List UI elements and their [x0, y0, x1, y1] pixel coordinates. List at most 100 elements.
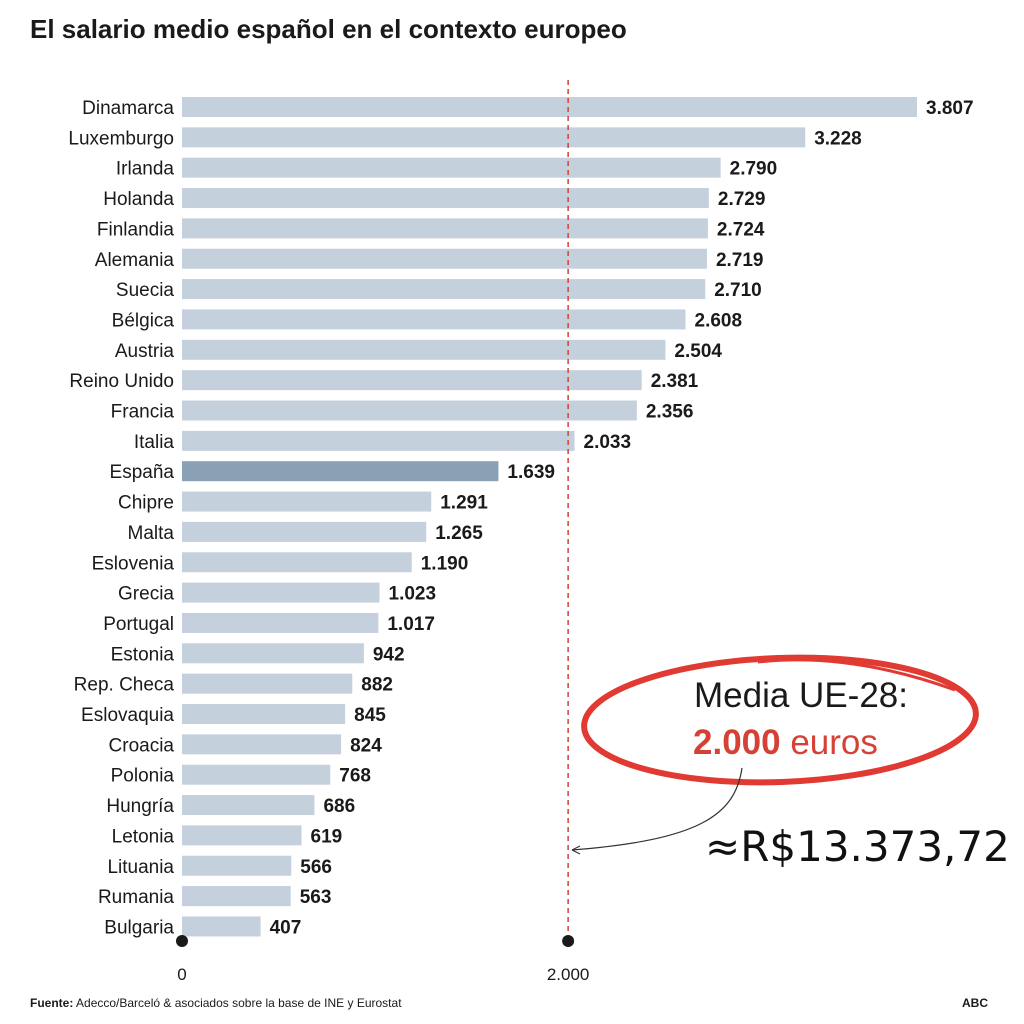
- value-label: 2.710: [714, 280, 762, 301]
- bar: [182, 97, 917, 117]
- value-label: 768: [339, 766, 371, 787]
- bar: [182, 370, 642, 391]
- category-label: Rumania: [98, 887, 174, 908]
- pointer-arrow: [571, 767, 743, 851]
- eu-average-label: Media UE-28:: [694, 676, 908, 715]
- category-label: Holanda: [103, 189, 174, 210]
- bar: [182, 916, 261, 937]
- arrow-head: [571, 845, 581, 855]
- value-label: 1.265: [435, 523, 483, 544]
- value-label: 2.724: [717, 219, 765, 240]
- bar: [182, 157, 721, 178]
- eu-average-value: 2.000 euros: [693, 723, 878, 763]
- bar: [182, 673, 353, 694]
- category-label: Austria: [115, 341, 175, 362]
- category-label: Eslovenia: [92, 553, 175, 574]
- bar: [182, 643, 364, 664]
- value-label: 619: [311, 826, 343, 847]
- category-label: Bulgaria: [104, 917, 174, 938]
- value-label: 2.356: [646, 402, 694, 423]
- bar: [182, 279, 706, 300]
- category-label: Malta: [128, 523, 175, 544]
- category-label: Luxemburgo: [68, 128, 174, 149]
- highlight-ellipse: [581, 654, 979, 786]
- bar: [182, 309, 686, 330]
- x-axis: 0 2.000: [176, 935, 589, 984]
- category-label: España: [110, 462, 175, 483]
- bar: [182, 704, 346, 724]
- category-label: Letonia: [112, 826, 175, 847]
- bar: [182, 855, 292, 876]
- value-label: 1.291: [440, 493, 488, 514]
- value-label: 3.228: [814, 128, 862, 149]
- category-label: Estonia: [111, 644, 175, 665]
- category-label: Eslovaquia: [81, 705, 174, 726]
- brand-logo: ABC: [962, 996, 988, 1010]
- category-label: Alemania: [95, 250, 175, 271]
- value-label: 2.033: [584, 432, 632, 453]
- value-label: 3.807: [926, 98, 974, 119]
- source-text: Adecco/Barceló & asociados sobre la base…: [76, 996, 402, 1010]
- source-label: Fuente:: [30, 996, 74, 1010]
- category-label: Bélgica: [112, 310, 175, 331]
- axis-dot: [176, 935, 188, 947]
- x-tick-label: 0: [177, 965, 186, 984]
- value-label: 942: [373, 644, 405, 665]
- value-label: 1.017: [387, 614, 435, 635]
- category-label: Francia: [111, 402, 175, 423]
- bar: [182, 552, 412, 573]
- value-label: 1.023: [389, 584, 437, 605]
- value-label: 686: [323, 796, 355, 817]
- category-label: Suecia: [116, 280, 175, 301]
- bar: [182, 400, 637, 421]
- value-label: 2.504: [674, 341, 722, 362]
- category-label: Irlanda: [116, 159, 175, 180]
- bars-layer: [182, 97, 917, 937]
- eu-average-unit: euros: [790, 723, 878, 762]
- category-label: Polonia: [111, 766, 175, 787]
- bar: [182, 248, 707, 269]
- category-label: Dinamarca: [82, 98, 174, 119]
- value-label: 1.639: [507, 462, 555, 483]
- value-label: 2.381: [651, 371, 699, 392]
- bar: [182, 218, 708, 239]
- currency-conversion-note: ≈R$13.373,72: [705, 822, 1010, 871]
- bar: [182, 491, 432, 512]
- category-label: Lituania: [107, 857, 174, 878]
- bar: [182, 430, 575, 451]
- bar: [182, 764, 331, 785]
- bar: [182, 188, 709, 209]
- bar: [182, 461, 499, 482]
- category-label: Hungría: [106, 796, 174, 817]
- value-label: 882: [361, 675, 393, 696]
- category-label: Chipre: [118, 493, 174, 514]
- value-label: 1.190: [421, 553, 469, 574]
- bar: [182, 825, 302, 846]
- bar: [182, 795, 315, 816]
- value-label: 2.790: [730, 159, 778, 180]
- value-label: 2.719: [716, 250, 764, 271]
- value-label: 563: [300, 887, 332, 908]
- category-label: Reino Unido: [69, 371, 174, 392]
- category-label: Croacia: [109, 735, 175, 756]
- value-label: 566: [300, 857, 332, 878]
- category-label: Finlandia: [97, 219, 175, 240]
- bar: [182, 339, 666, 360]
- value-label: 407: [270, 917, 302, 938]
- value-label: 845: [354, 705, 386, 726]
- bar: [182, 612, 379, 633]
- category-label: Portugal: [103, 614, 174, 635]
- axis-dot: [562, 935, 575, 947]
- labels-layer: Dinamarca 3.807 Luxemburgo 3.228 Irlanda 2.79…: [68, 98, 973, 938]
- ellipse-stroke-tail: [757, 658, 956, 692]
- bar: [182, 127, 806, 148]
- bar: [182, 734, 342, 755]
- bar: [182, 521, 427, 542]
- annotation-layer: [571, 654, 979, 855]
- bar: [182, 582, 380, 603]
- category-label: Italia: [134, 432, 175, 453]
- value-label: 824: [350, 735, 382, 756]
- category-label: Rep. Checa: [74, 675, 175, 696]
- source-note: Fuente: Adecco/Barceló & asociados sobre…: [30, 996, 402, 1010]
